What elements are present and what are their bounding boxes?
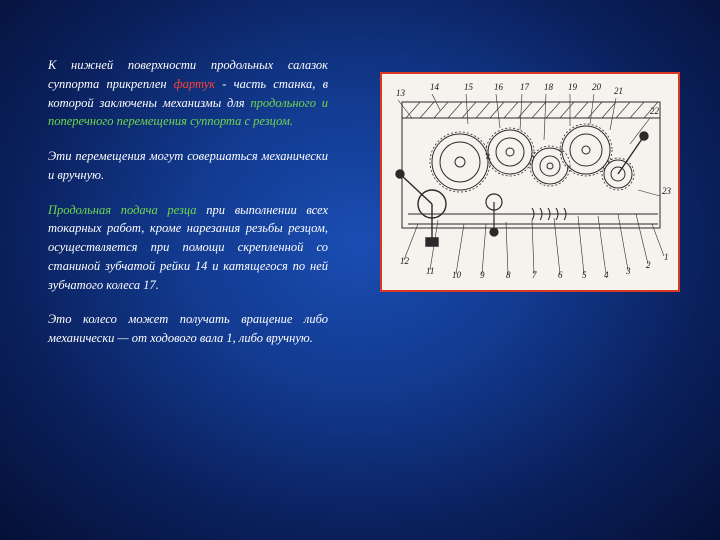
- callout-10: 10: [452, 270, 462, 280]
- diagram-svg: 1314151617181920212223121110987654321: [382, 74, 678, 290]
- callout-15: 15: [464, 82, 474, 92]
- callout-3: 3: [625, 266, 631, 276]
- p1-apron-term: фартук: [174, 77, 215, 91]
- callout-8: 8: [506, 270, 511, 280]
- callout-5: 5: [582, 270, 587, 280]
- paragraph-3: Продольная подача резца при выполнении в…: [48, 201, 328, 295]
- callout-23: 23: [662, 186, 672, 196]
- callout-9: 9: [480, 270, 485, 280]
- paragraph-2: Эти перемещения могут совершаться механи…: [48, 147, 328, 185]
- callout-21: 21: [614, 86, 623, 96]
- callout-14: 14: [430, 82, 440, 92]
- apron-diagram: 1314151617181920212223121110987654321: [380, 72, 680, 292]
- callout-19: 19: [568, 82, 578, 92]
- callout-1: 1: [664, 252, 669, 262]
- callout-11: 11: [426, 266, 434, 276]
- callout-13: 13: [396, 88, 406, 98]
- callout-16: 16: [494, 82, 504, 92]
- callout-17: 17: [520, 82, 530, 92]
- callout-2: 2: [646, 260, 651, 270]
- paragraph-1: К нижней поверхности продольных салазок …: [48, 56, 328, 131]
- paragraph-4: Это колесо может получать вращение либо …: [48, 310, 328, 348]
- text-column: К нижней поверхности продольных салазок …: [48, 56, 328, 364]
- callout-22: 22: [650, 106, 660, 116]
- callout-12: 12: [400, 256, 410, 266]
- p3-feed-term: Продольная подача резца: [48, 203, 197, 217]
- callout-20: 20: [592, 82, 602, 92]
- callout-4: 4: [604, 270, 609, 280]
- callout-18: 18: [544, 82, 554, 92]
- callout-6: 6: [558, 270, 563, 280]
- callout-7: 7: [532, 270, 537, 280]
